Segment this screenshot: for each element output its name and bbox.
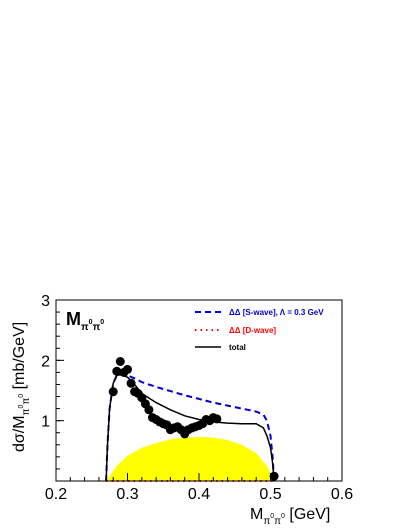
total-line	[105, 374, 275, 482]
data-point	[212, 414, 222, 424]
y-tick-label: 3	[41, 293, 50, 310]
legend-label-s-wave: ΔΔ [S-wave], Λ = 0.3 GeV	[229, 308, 324, 317]
uncertainty-band	[106, 437, 275, 481]
x-tick-label: 0.3	[116, 486, 138, 503]
legend: ΔΔ [S-wave], Λ = 0.3 GeV ΔΔ [D-wave] tot…	[195, 308, 324, 352]
x-axis-title: Mπ0π0 [GeV]	[250, 506, 330, 527]
legend-label-d-wave: ΔΔ [D-wave]	[229, 326, 276, 335]
data-point	[126, 378, 136, 388]
y-tick-label: 1	[41, 414, 50, 431]
panel-label: Mπ0π0	[66, 309, 104, 333]
legend-label-total: total	[229, 343, 246, 352]
series-lines-layer	[105, 373, 276, 482]
y-tick-label: 2	[41, 353, 50, 370]
data-point	[115, 357, 125, 366]
data-point	[269, 471, 279, 481]
x-tick-label: 0.6	[331, 486, 353, 503]
y-axis-title: dσ/Mπ0π0 [mb/GeV]	[11, 322, 32, 452]
data-point	[108, 387, 118, 397]
uncertainty-band-layer	[106, 437, 275, 481]
axis-ticks-layer: 0.2 0.3 0.4 0.5 0.6 1 2 3	[41, 293, 353, 503]
data-point	[123, 364, 132, 374]
data-point	[112, 366, 122, 376]
data-point	[144, 405, 154, 415]
x-tick-label: 0.2	[45, 486, 67, 503]
x-tick-label: 0.4	[188, 486, 210, 503]
data-points-layer	[108, 357, 279, 481]
x-tick-label: 0.5	[259, 486, 281, 503]
